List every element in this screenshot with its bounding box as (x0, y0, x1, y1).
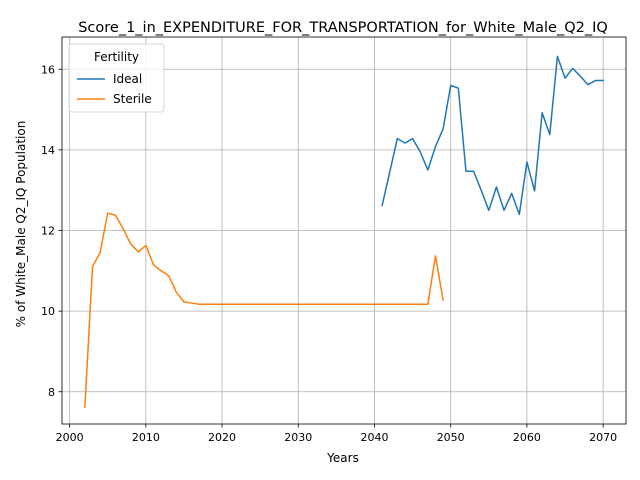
x-tick-label: 2020 (208, 431, 236, 444)
legend-label-ideal: Ideal (113, 72, 142, 86)
chart-title: Score_1_in_EXPENDITURE_FOR_TRANSPORTATIO… (78, 20, 608, 36)
tick-marks-and-labels: 2000 2010 2020 2030 2040 2050 2060 2070 8 10 12 14 1… (41, 63, 617, 444)
legend-label-sterile: Sterile (113, 92, 152, 106)
x-tick-label: 2050 (437, 431, 465, 444)
legend-box (68, 43, 165, 113)
x-axis-label: Years (326, 451, 359, 465)
x-tick-label: 2010 (132, 431, 160, 444)
x-tick-label: 2040 (360, 431, 388, 444)
legend: Fertility Ideal Sterile (68, 43, 165, 113)
series-line-ideal (381, 55, 604, 216)
x-tick-label: 2030 (284, 431, 312, 444)
y-tick-label: 8 (48, 386, 55, 399)
y-tick-label: 16 (41, 63, 55, 76)
legend-title: Fertility (94, 50, 139, 64)
x-tick-label: 2060 (513, 431, 541, 444)
y-axis-label: % of White_Male Q2_IQ Population (14, 121, 28, 328)
y-tick-label: 10 (41, 305, 55, 318)
y-tick-label: 12 (41, 225, 55, 238)
y-tick-label: 14 (41, 144, 55, 157)
series-lines (84, 55, 604, 408)
x-tick-label: 2000 (56, 431, 84, 444)
x-tick-label: 2070 (589, 431, 617, 444)
series-line-sterile (84, 212, 444, 408)
